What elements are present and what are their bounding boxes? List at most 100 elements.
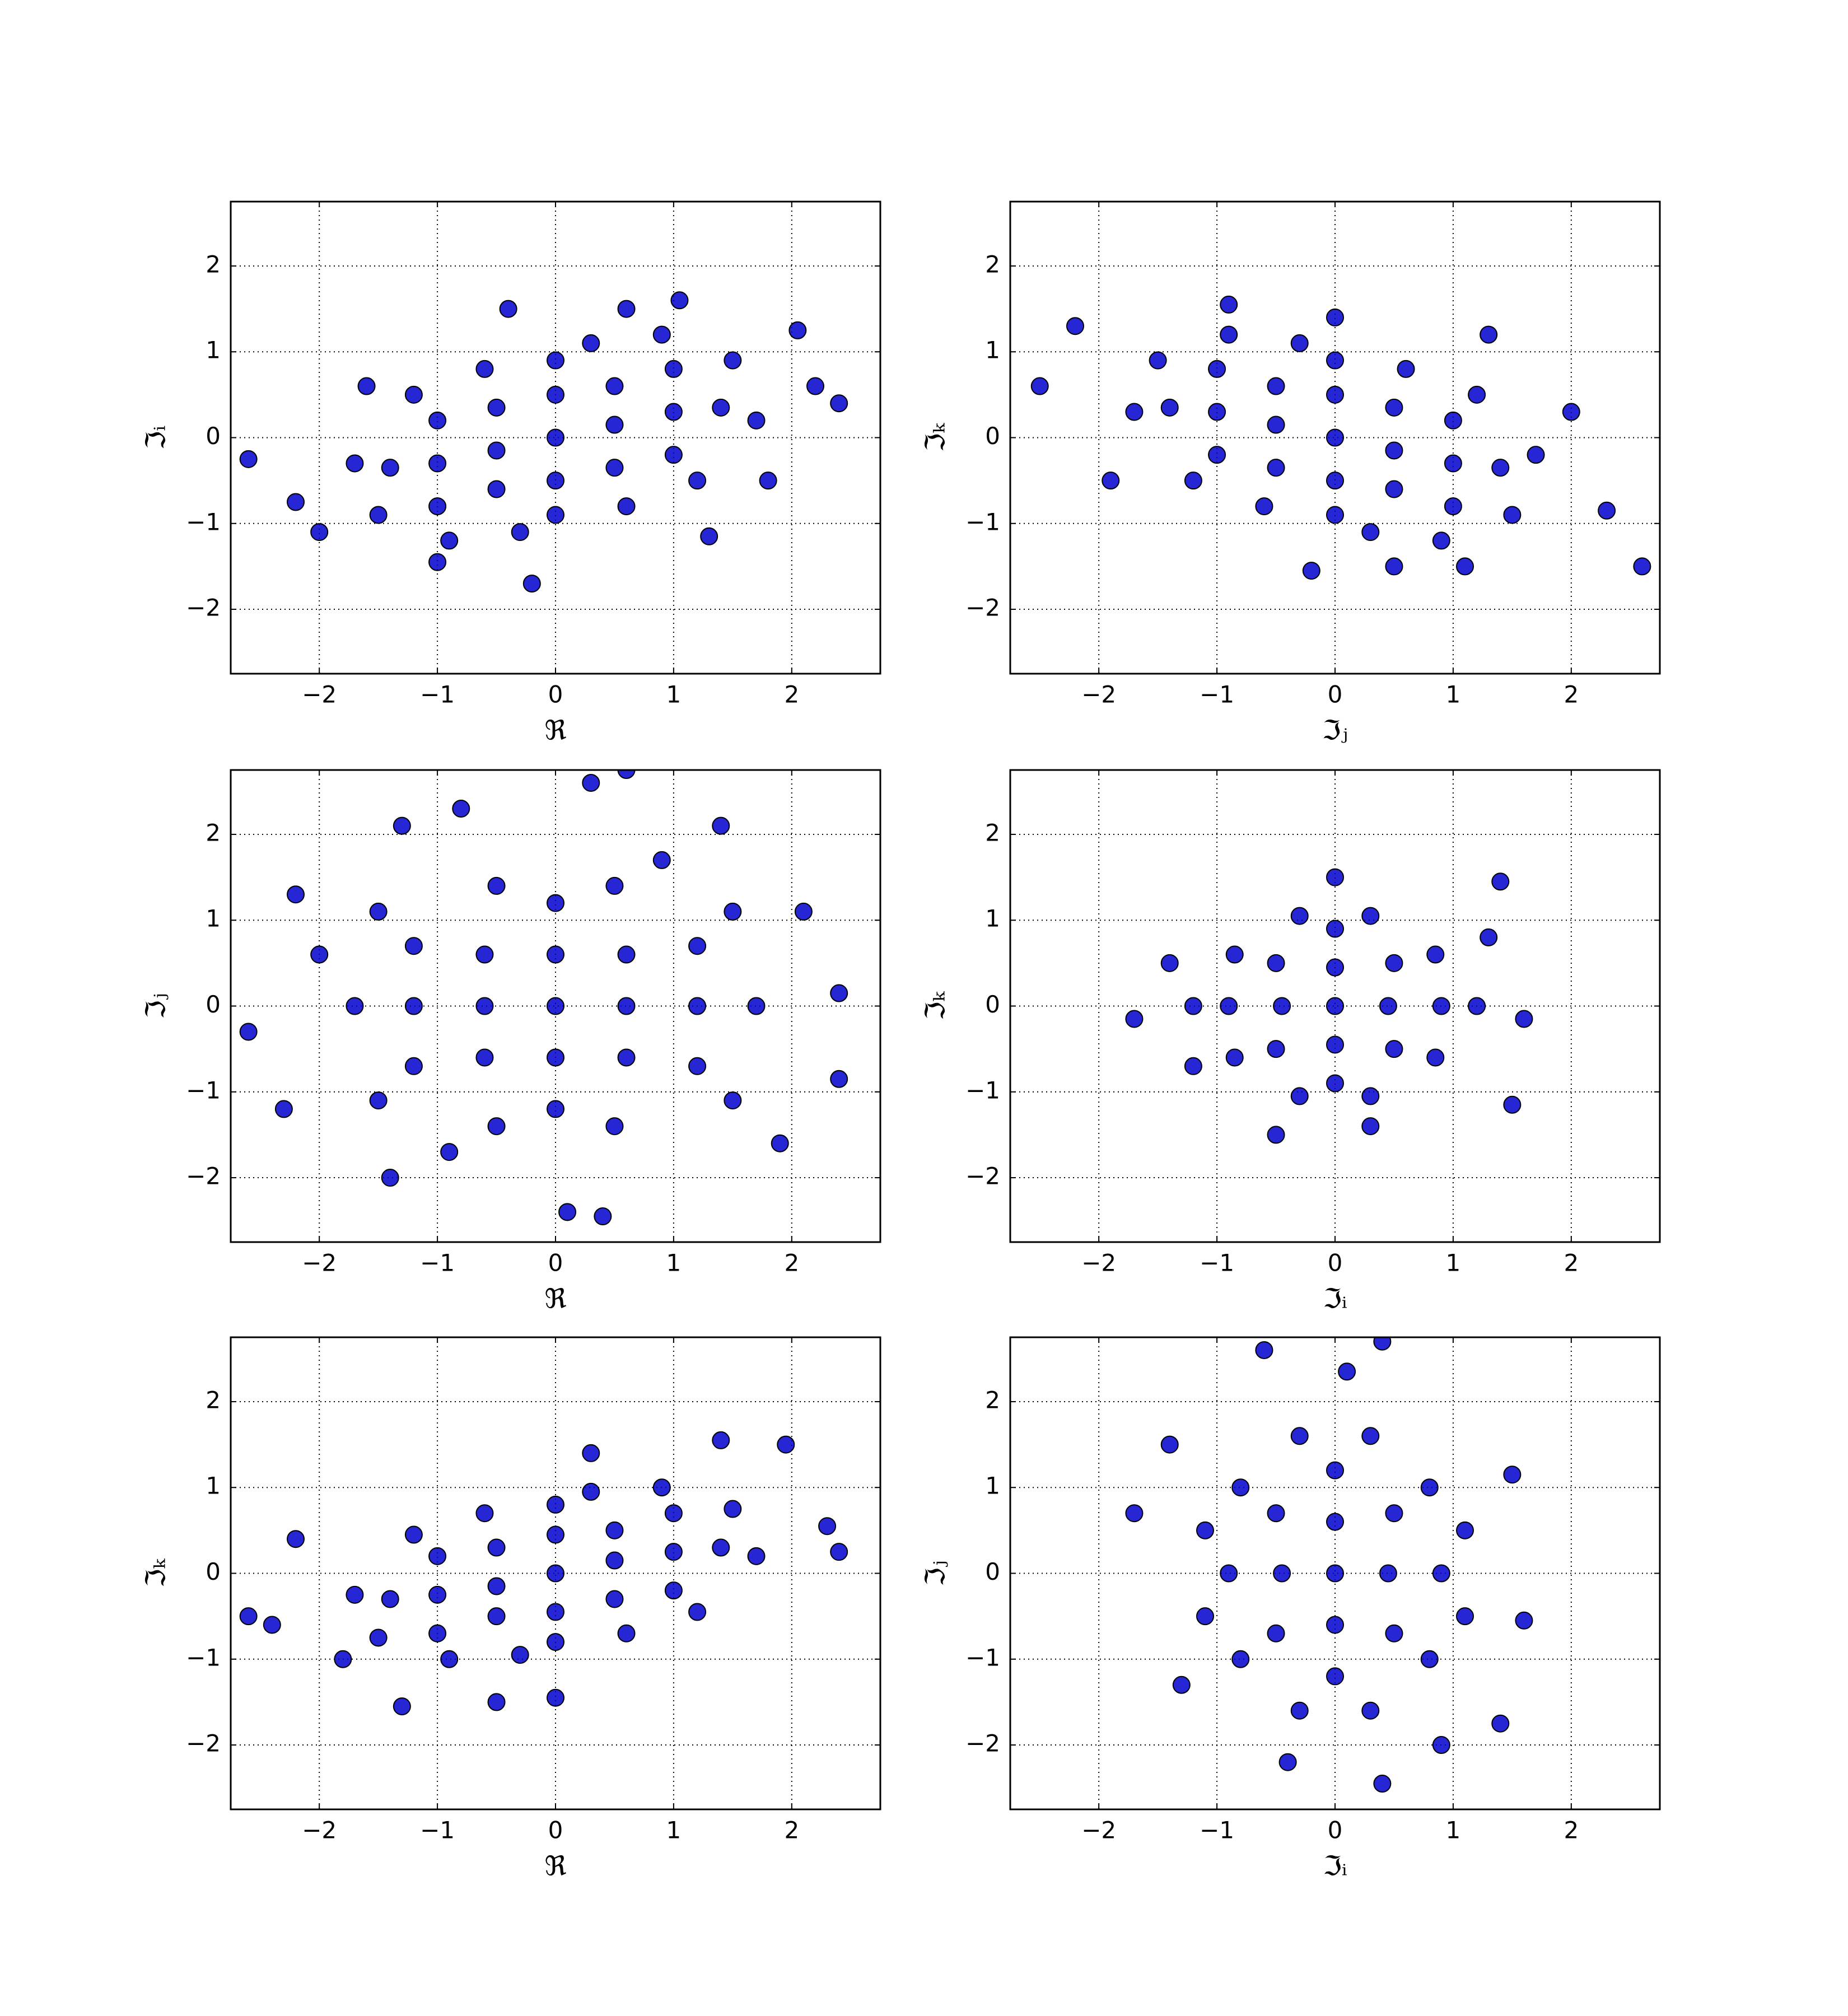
y-tick-label: 2 [985, 250, 1000, 278]
x-tick-label: −1 [420, 681, 455, 708]
point [547, 945, 564, 964]
point [1456, 557, 1474, 576]
x-tick-label: 0 [1328, 1817, 1343, 1844]
point [381, 459, 399, 477]
point [547, 385, 564, 404]
plot-frame [230, 200, 881, 675]
point [582, 1444, 600, 1462]
x-tick-label: 2 [784, 1249, 799, 1277]
point [547, 1495, 564, 1514]
y-tick-label: −2 [186, 594, 221, 622]
point [440, 1143, 459, 1161]
point [1444, 454, 1462, 473]
point [1491, 459, 1510, 477]
point [1267, 1040, 1285, 1058]
y-tick-label: 0 [206, 422, 221, 450]
x-tick-label: 1 [666, 1249, 682, 1277]
point [830, 394, 848, 413]
x-tick-label: 2 [1564, 1249, 1579, 1277]
point [369, 1628, 388, 1647]
point [1385, 954, 1403, 972]
points [1125, 868, 1533, 1144]
point [794, 902, 813, 921]
point [605, 377, 624, 395]
y-axis-label: ℑᵢ [141, 426, 172, 450]
point [487, 398, 506, 417]
point [1208, 360, 1226, 378]
points [239, 1431, 848, 1716]
y-tick-label: 0 [206, 991, 221, 1018]
y-tick-label: 2 [985, 1386, 1000, 1413]
y-tick-label: −1 [186, 1076, 221, 1104]
y-tick-label: −2 [965, 1730, 1000, 1757]
point [1480, 928, 1498, 946]
point [1125, 403, 1144, 421]
point [1225, 945, 1244, 964]
point [1432, 531, 1450, 550]
point [830, 1070, 848, 1088]
point [475, 1504, 494, 1523]
x-axis-label: ℜ [544, 715, 566, 746]
point [664, 1581, 683, 1600]
point [1273, 997, 1291, 1015]
point [369, 506, 388, 524]
point [1468, 997, 1486, 1015]
point [547, 1525, 564, 1544]
point [1444, 411, 1462, 430]
point [1326, 1461, 1344, 1480]
point [1456, 1607, 1474, 1626]
point [1515, 1611, 1533, 1630]
y-tick-label: −1 [965, 1644, 1000, 1671]
point [1361, 1427, 1380, 1445]
point [511, 1646, 529, 1664]
point [1491, 872, 1510, 891]
point [1432, 1564, 1450, 1583]
point [547, 472, 564, 490]
point [487, 1693, 506, 1711]
point [547, 506, 564, 524]
point [1361, 1117, 1380, 1136]
point [1225, 1048, 1244, 1067]
point [664, 403, 683, 421]
point [428, 1547, 447, 1565]
point [1267, 1126, 1285, 1144]
point [1326, 1513, 1344, 1531]
x-tick-label: −2 [302, 1249, 337, 1277]
point [1102, 472, 1120, 490]
point [617, 997, 636, 1015]
point [688, 472, 707, 490]
point [1326, 1667, 1344, 1686]
point [558, 1203, 577, 1221]
point [1125, 1504, 1144, 1523]
y-axis-label: ℑₖ [141, 1558, 172, 1588]
point [287, 1530, 305, 1548]
point [1503, 506, 1522, 524]
y-tick-label: 0 [985, 422, 1000, 450]
point [475, 945, 494, 964]
point [475, 1048, 494, 1067]
y-tick-label: 0 [985, 991, 1000, 1018]
plot-frame [1009, 769, 1661, 1243]
x-tick-label: −2 [302, 1817, 337, 1844]
point [440, 1650, 459, 1668]
point [1326, 1564, 1344, 1583]
x-tick-label: 1 [1446, 1249, 1461, 1277]
point [1326, 385, 1344, 404]
point [547, 428, 564, 447]
point [1184, 1057, 1202, 1075]
point [617, 770, 636, 779]
point [239, 450, 258, 468]
point [1373, 1337, 1392, 1351]
point [806, 377, 824, 395]
x-tick-label: 0 [1328, 681, 1343, 708]
points [1125, 1337, 1533, 1793]
point [582, 773, 600, 792]
x-tick-label: 2 [784, 1817, 799, 1844]
y-tick-label: 1 [206, 905, 221, 932]
point [712, 1431, 730, 1449]
point [1326, 472, 1344, 490]
point [404, 937, 423, 955]
point [664, 446, 683, 464]
x-tick-label: −1 [420, 1249, 455, 1277]
point [688, 997, 707, 1015]
